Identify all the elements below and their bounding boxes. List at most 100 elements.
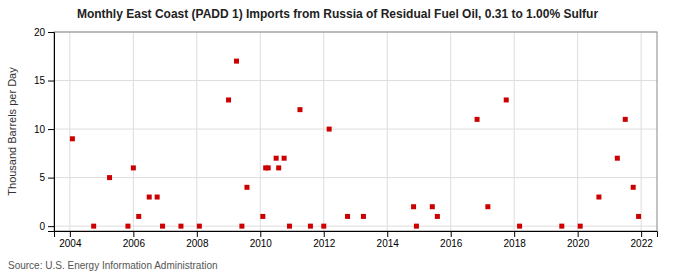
x-tick-label: 2020	[567, 238, 590, 249]
point	[239, 224, 244, 229]
plot-frame	[54, 32, 657, 231]
point	[282, 156, 287, 161]
x-tick-label: 2022	[631, 238, 654, 249]
point	[197, 224, 202, 229]
x-tick-label: 2006	[123, 238, 146, 249]
x-tick-mark	[70, 231, 71, 237]
y-tick-mark	[48, 81, 54, 82]
x-tick-mark	[133, 231, 134, 237]
y-tick-mark	[48, 178, 54, 179]
x-tick: 2016	[440, 231, 463, 249]
y-grid-line	[54, 80, 657, 81]
point	[136, 214, 141, 219]
chart-svg: 2004200620082010201220142016201820202022…	[0, 0, 675, 275]
point	[308, 224, 313, 229]
point	[276, 165, 281, 170]
x-grid-line	[323, 32, 324, 231]
x-tick: 2008	[186, 231, 209, 249]
y-tick-mark	[48, 32, 54, 33]
x-grid-line	[577, 32, 578, 231]
point	[631, 185, 636, 190]
x-tick: 2018	[504, 231, 527, 249]
x-tick-mark	[197, 231, 198, 237]
x-tick: 2022	[631, 231, 654, 249]
point	[596, 195, 601, 200]
x-axis: 2004 2006 2008 2010 2012 2014 2016 2018 2020 2022	[55, 231, 658, 249]
x-tick: 2006	[123, 231, 146, 249]
point	[623, 117, 628, 122]
x-grid-line	[69, 32, 70, 231]
x-grid-line	[641, 32, 642, 231]
point	[504, 97, 509, 102]
point	[287, 224, 292, 229]
y-grid-line	[54, 129, 657, 130]
point	[636, 214, 641, 219]
x-tick-mark	[387, 231, 388, 237]
x-tick: 2014	[377, 231, 400, 249]
x-tick-label: 2016	[440, 238, 463, 249]
x-grid-line	[514, 32, 515, 231]
x-axis-line	[55, 232, 658, 238]
y-axis-title: Thousand Barrels per Day	[6, 67, 18, 196]
chart-container: 2004200620082010201220142016201820202022…	[0, 0, 675, 275]
y-tick-label: 10	[34, 124, 46, 135]
x-tick-mark	[514, 231, 515, 237]
x-tick-label: 2004	[59, 238, 82, 249]
x-tick-mark	[641, 231, 642, 237]
x-tick-label: 2018	[504, 238, 527, 249]
x-grid-line	[450, 32, 451, 231]
y-grid-line	[54, 177, 657, 178]
point	[411, 204, 416, 209]
y-tick: 5	[39, 172, 54, 183]
x-tick-label: 2014	[377, 238, 400, 249]
point	[297, 107, 302, 112]
point	[234, 59, 239, 64]
point	[266, 165, 271, 170]
point	[178, 224, 183, 229]
x-tick-mark	[451, 231, 452, 237]
x-tick-mark	[578, 231, 579, 237]
x-tick-label: 2008	[186, 238, 209, 249]
y-tick-mark	[48, 226, 54, 227]
x-grid-line	[387, 32, 388, 231]
point	[414, 224, 419, 229]
y-tick-label: 0	[39, 221, 45, 232]
point	[70, 136, 75, 141]
point	[327, 127, 332, 132]
y-tick: 0	[39, 221, 54, 232]
point	[559, 224, 564, 229]
y-tick-label: 5	[39, 172, 45, 183]
point	[107, 175, 112, 180]
point	[147, 195, 152, 200]
points	[70, 59, 641, 229]
x-tick: 2020	[567, 231, 590, 249]
point	[615, 156, 620, 161]
y-tick: 15	[34, 75, 54, 86]
point	[517, 224, 522, 229]
x-tick-label: 2010	[250, 238, 273, 249]
y-axis-line	[48, 33, 55, 232]
point	[226, 97, 231, 102]
x-tick-mark	[324, 231, 325, 237]
point	[244, 185, 249, 190]
title: Monthly East Coast (PADD 1) Imports from…	[77, 7, 599, 21]
point	[155, 195, 160, 200]
x-tick-mark	[260, 231, 261, 237]
y-tick-mark	[48, 129, 54, 130]
y-tick: 10	[34, 124, 54, 135]
y-grid-line	[54, 226, 657, 227]
x-tick: 2004	[59, 231, 82, 249]
x-tick-label: 2012	[313, 238, 336, 249]
source-note: Source: U.S. Energy Information Administ…	[8, 260, 218, 271]
point	[125, 224, 130, 229]
grid	[54, 32, 657, 231]
point	[361, 214, 366, 219]
y-tick-label: 20	[34, 27, 46, 38]
y-tick: 20	[34, 27, 54, 38]
point	[131, 165, 136, 170]
point	[91, 224, 96, 229]
point	[485, 204, 490, 209]
x-tick: 2010	[250, 231, 273, 249]
point	[321, 224, 326, 229]
point	[435, 214, 440, 219]
